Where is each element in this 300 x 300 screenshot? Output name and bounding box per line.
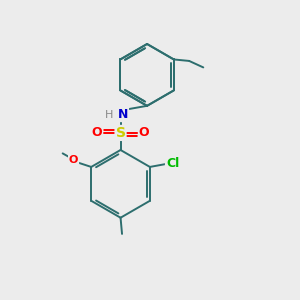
Text: O: O [69,155,78,165]
Text: N: N [118,108,128,121]
Text: O: O [139,126,149,140]
Text: S: S [116,126,126,140]
Text: O: O [92,126,102,140]
Text: H: H [105,110,114,120]
Text: Cl: Cl [166,158,179,170]
